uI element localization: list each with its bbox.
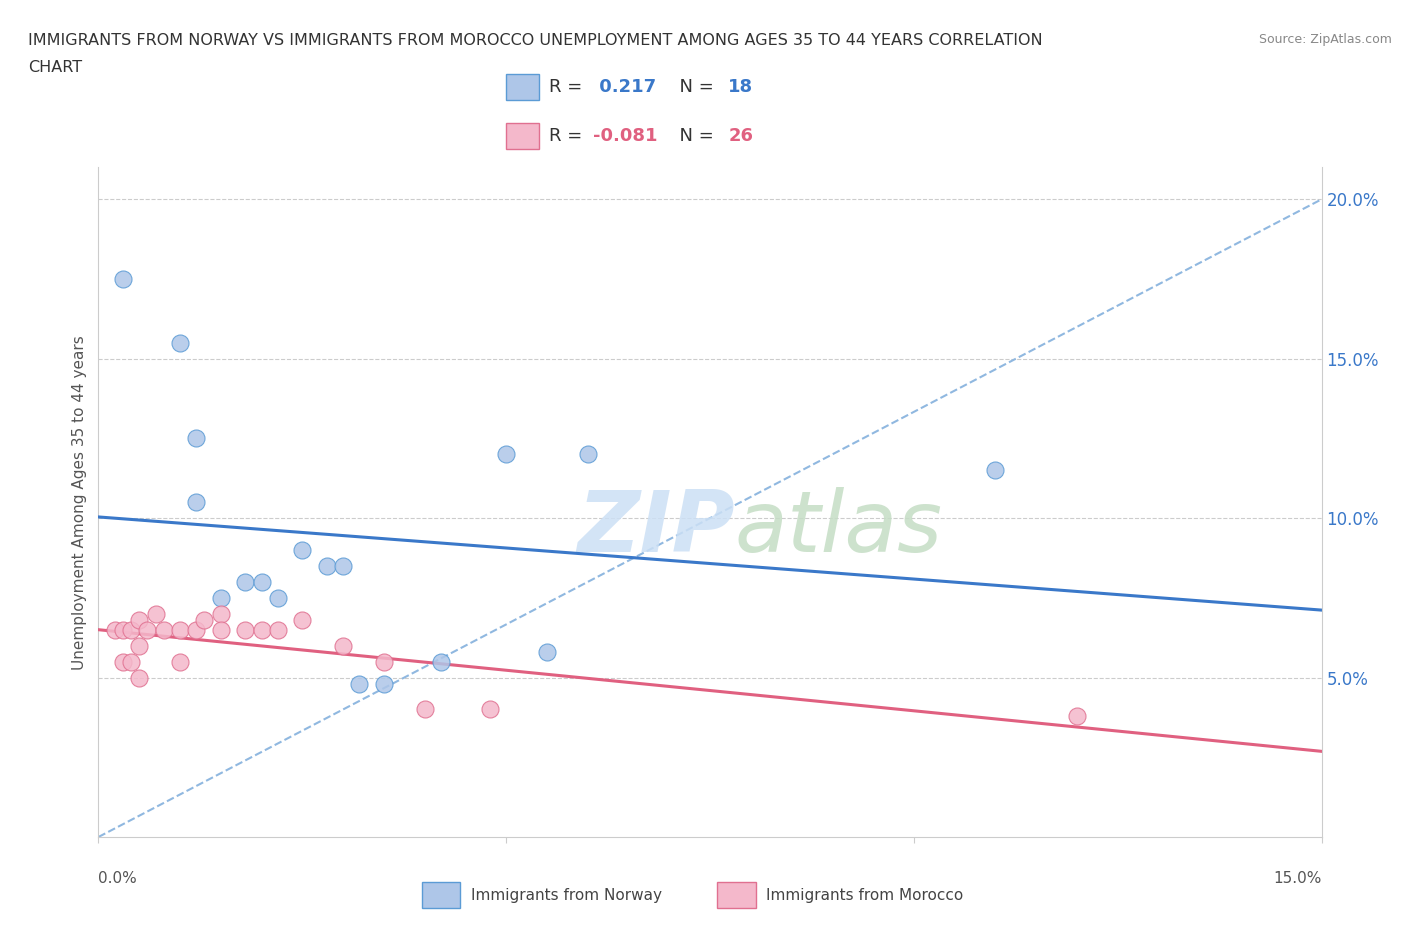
Text: Immigrants from Morocco: Immigrants from Morocco xyxy=(766,887,963,903)
Point xyxy=(233,622,256,637)
Point xyxy=(169,622,191,637)
Point xyxy=(136,622,159,637)
Point xyxy=(984,463,1007,478)
Point xyxy=(349,676,371,691)
Point xyxy=(120,622,142,637)
Point xyxy=(152,622,174,637)
Point xyxy=(209,591,232,605)
Point xyxy=(536,644,558,659)
Point xyxy=(111,272,134,286)
Point xyxy=(250,622,273,637)
Point xyxy=(1066,709,1088,724)
Point xyxy=(111,654,134,669)
FancyBboxPatch shape xyxy=(506,74,540,100)
Text: ZIP: ZIP xyxy=(576,487,734,570)
Text: IMMIGRANTS FROM NORWAY VS IMMIGRANTS FROM MOROCCO UNEMPLOYMENT AMONG AGES 35 TO : IMMIGRANTS FROM NORWAY VS IMMIGRANTS FRO… xyxy=(28,33,1043,47)
Point xyxy=(186,622,208,637)
Text: N =: N = xyxy=(668,78,718,97)
Point xyxy=(145,606,167,621)
Text: CHART: CHART xyxy=(28,60,82,75)
Text: R =: R = xyxy=(550,78,589,97)
Point xyxy=(111,622,134,637)
Point xyxy=(169,336,191,351)
Point xyxy=(209,606,232,621)
Text: N =: N = xyxy=(668,126,718,145)
Point xyxy=(478,702,501,717)
Point xyxy=(373,676,395,691)
Point xyxy=(413,702,436,717)
Text: -0.081: -0.081 xyxy=(593,126,658,145)
Text: Immigrants from Norway: Immigrants from Norway xyxy=(471,887,662,903)
Point xyxy=(104,622,127,637)
Text: Source: ZipAtlas.com: Source: ZipAtlas.com xyxy=(1258,33,1392,46)
Point xyxy=(186,431,208,445)
Point xyxy=(495,447,517,462)
Text: 0.217: 0.217 xyxy=(593,78,657,97)
Text: R =: R = xyxy=(550,126,589,145)
FancyBboxPatch shape xyxy=(422,883,461,908)
Point xyxy=(315,559,337,574)
Text: 26: 26 xyxy=(728,126,754,145)
Point xyxy=(128,671,150,685)
Text: 15.0%: 15.0% xyxy=(1274,871,1322,886)
Y-axis label: Unemployment Among Ages 35 to 44 years: Unemployment Among Ages 35 to 44 years xyxy=(72,335,87,670)
Point xyxy=(186,495,208,510)
Point xyxy=(291,613,314,628)
Point xyxy=(250,575,273,590)
Point xyxy=(120,654,142,669)
Point xyxy=(291,542,314,557)
Point xyxy=(193,613,215,628)
Text: 18: 18 xyxy=(728,78,754,97)
Point xyxy=(430,654,453,669)
Point xyxy=(169,654,191,669)
Text: atlas: atlas xyxy=(734,487,942,570)
Point xyxy=(128,638,150,653)
Point xyxy=(267,591,290,605)
Point xyxy=(233,575,256,590)
Point xyxy=(332,638,354,653)
Point xyxy=(209,622,232,637)
FancyBboxPatch shape xyxy=(717,883,756,908)
Point xyxy=(332,559,354,574)
Point xyxy=(576,447,599,462)
Point xyxy=(128,613,150,628)
Point xyxy=(373,654,395,669)
FancyBboxPatch shape xyxy=(506,123,540,149)
Text: 0.0%: 0.0% xyxy=(98,871,138,886)
Point xyxy=(267,622,290,637)
